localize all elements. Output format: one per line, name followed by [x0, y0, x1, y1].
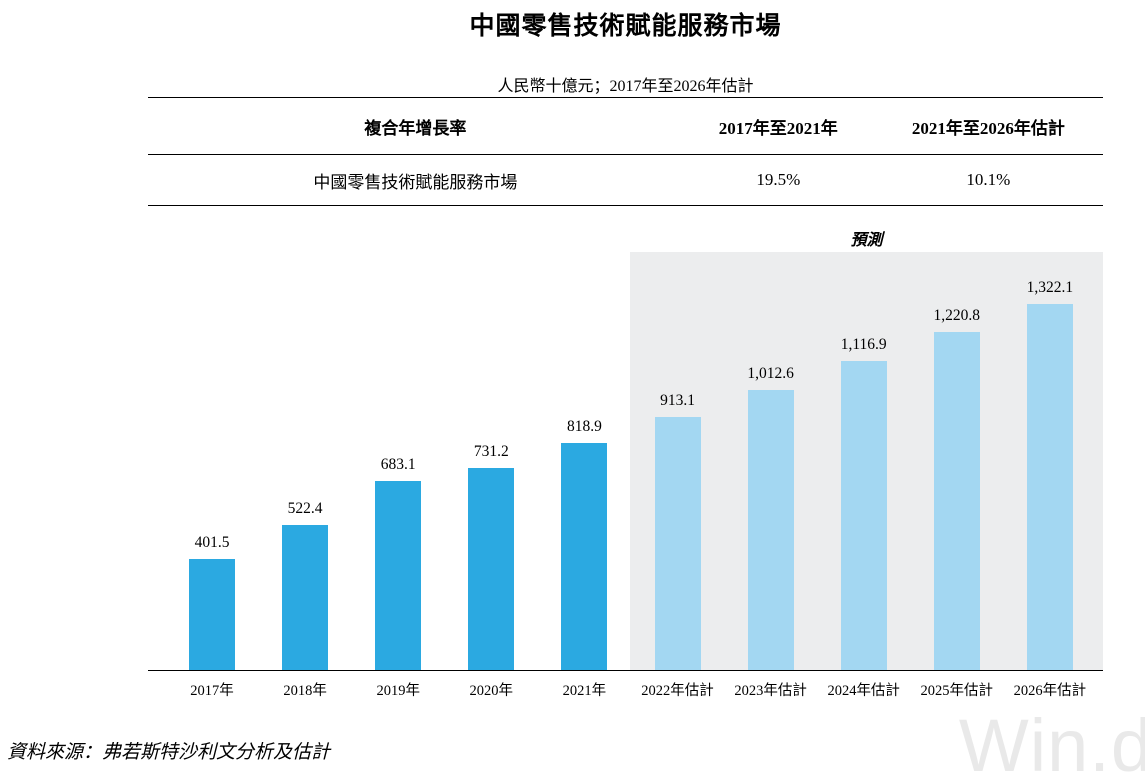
x-axis-label: 2025年估計 — [920, 683, 994, 699]
bar-2021年 — [561, 443, 608, 670]
bar-chart: 預測 401.5 522.4 683.1 731.2 818.9 913.1 1,012.6… — [148, 220, 1103, 725]
table-cell-cagr-2021-2026: 10.1% — [966, 170, 1011, 189]
bar-value-label: 1,012.6 — [747, 365, 794, 382]
x-axis-label: 2017年 — [190, 683, 234, 699]
plot-area: 401.5 522.4 683.1 731.2 818.9 913.1 1,012.6 1,1… — [148, 220, 1103, 670]
x-axis-label: 2019年 — [376, 683, 420, 699]
bar-value-label: 522.4 — [287, 500, 323, 517]
bar-2020年 — [468, 468, 515, 670]
x-axis-label: 2021年 — [562, 683, 607, 699]
table-header-metric: 複合年增長率 — [364, 118, 467, 138]
page-title: 中國零售技術賦能服務市場 — [469, 13, 782, 40]
x-axis-labels: 2017年 2018年 2019年 2020年 2021年 2022年估計 2023年估計 2… — [148, 679, 1103, 703]
bar-value-label: 1,116.9 — [840, 336, 887, 353]
table-row: 中國零售技術賦能服務市場 19.5% 10.1% — [148, 155, 1103, 206]
x-axis-label: 2022年估計 — [641, 683, 714, 699]
x-axis-label: 2023年估計 — [734, 683, 807, 699]
table-header-period-2: 2021年至2026年估計 — [911, 118, 1065, 138]
table-cell-cagr-2017-2021: 19.5% — [756, 170, 801, 189]
bar-value-label: 818.9 — [566, 418, 602, 435]
watermark: Win.d — [958, 704, 1145, 772]
bar-2026年估計 — [1026, 304, 1073, 670]
bar-2025年估計 — [933, 332, 980, 670]
x-axis-line — [148, 670, 1103, 671]
table-header-period-1: 2017年至2021年 — [718, 118, 838, 138]
bar-2019年 — [375, 481, 422, 670]
bar-value-label: 731.2 — [473, 443, 509, 460]
bar-2024年估計 — [840, 361, 887, 670]
bar-2023年估計 — [747, 390, 794, 670]
forecast-label: 預測 — [850, 232, 883, 249]
x-axis-label: 2026年估計 — [1013, 683, 1087, 699]
bar-value-label: 401.5 — [194, 534, 230, 551]
bar-value-label: 1,220.8 — [933, 307, 981, 324]
source-note: 資料來源：弗若斯特沙利文分析及估計 — [7, 742, 331, 763]
bar-value-label: 1,322.1 — [1026, 279, 1074, 296]
bar-2022年估計 — [654, 417, 701, 670]
x-axis-label: 2020年 — [469, 683, 514, 699]
x-axis-label: 2024年估計 — [827, 683, 900, 699]
table-cell-market-name: 中國零售技術賦能服務市場 — [313, 172, 518, 192]
bar-2017年 — [189, 559, 235, 670]
bar-value-label: 683.1 — [380, 456, 416, 473]
chart-subtitle: 人民幣十億元；2017年至2026年估計 — [497, 78, 754, 95]
bar-2018年 — [282, 525, 329, 670]
cagr-table: 複合年增長率 2017年至2021年 2021年至2026年估計 中國零售技術賦… — [148, 97, 1103, 206]
table-header-row: 複合年增長率 2017年至2021年 2021年至2026年估計 — [148, 97, 1103, 155]
x-axis-label: 2018年 — [283, 683, 327, 699]
bar-value-label: 913.1 — [660, 392, 695, 409]
